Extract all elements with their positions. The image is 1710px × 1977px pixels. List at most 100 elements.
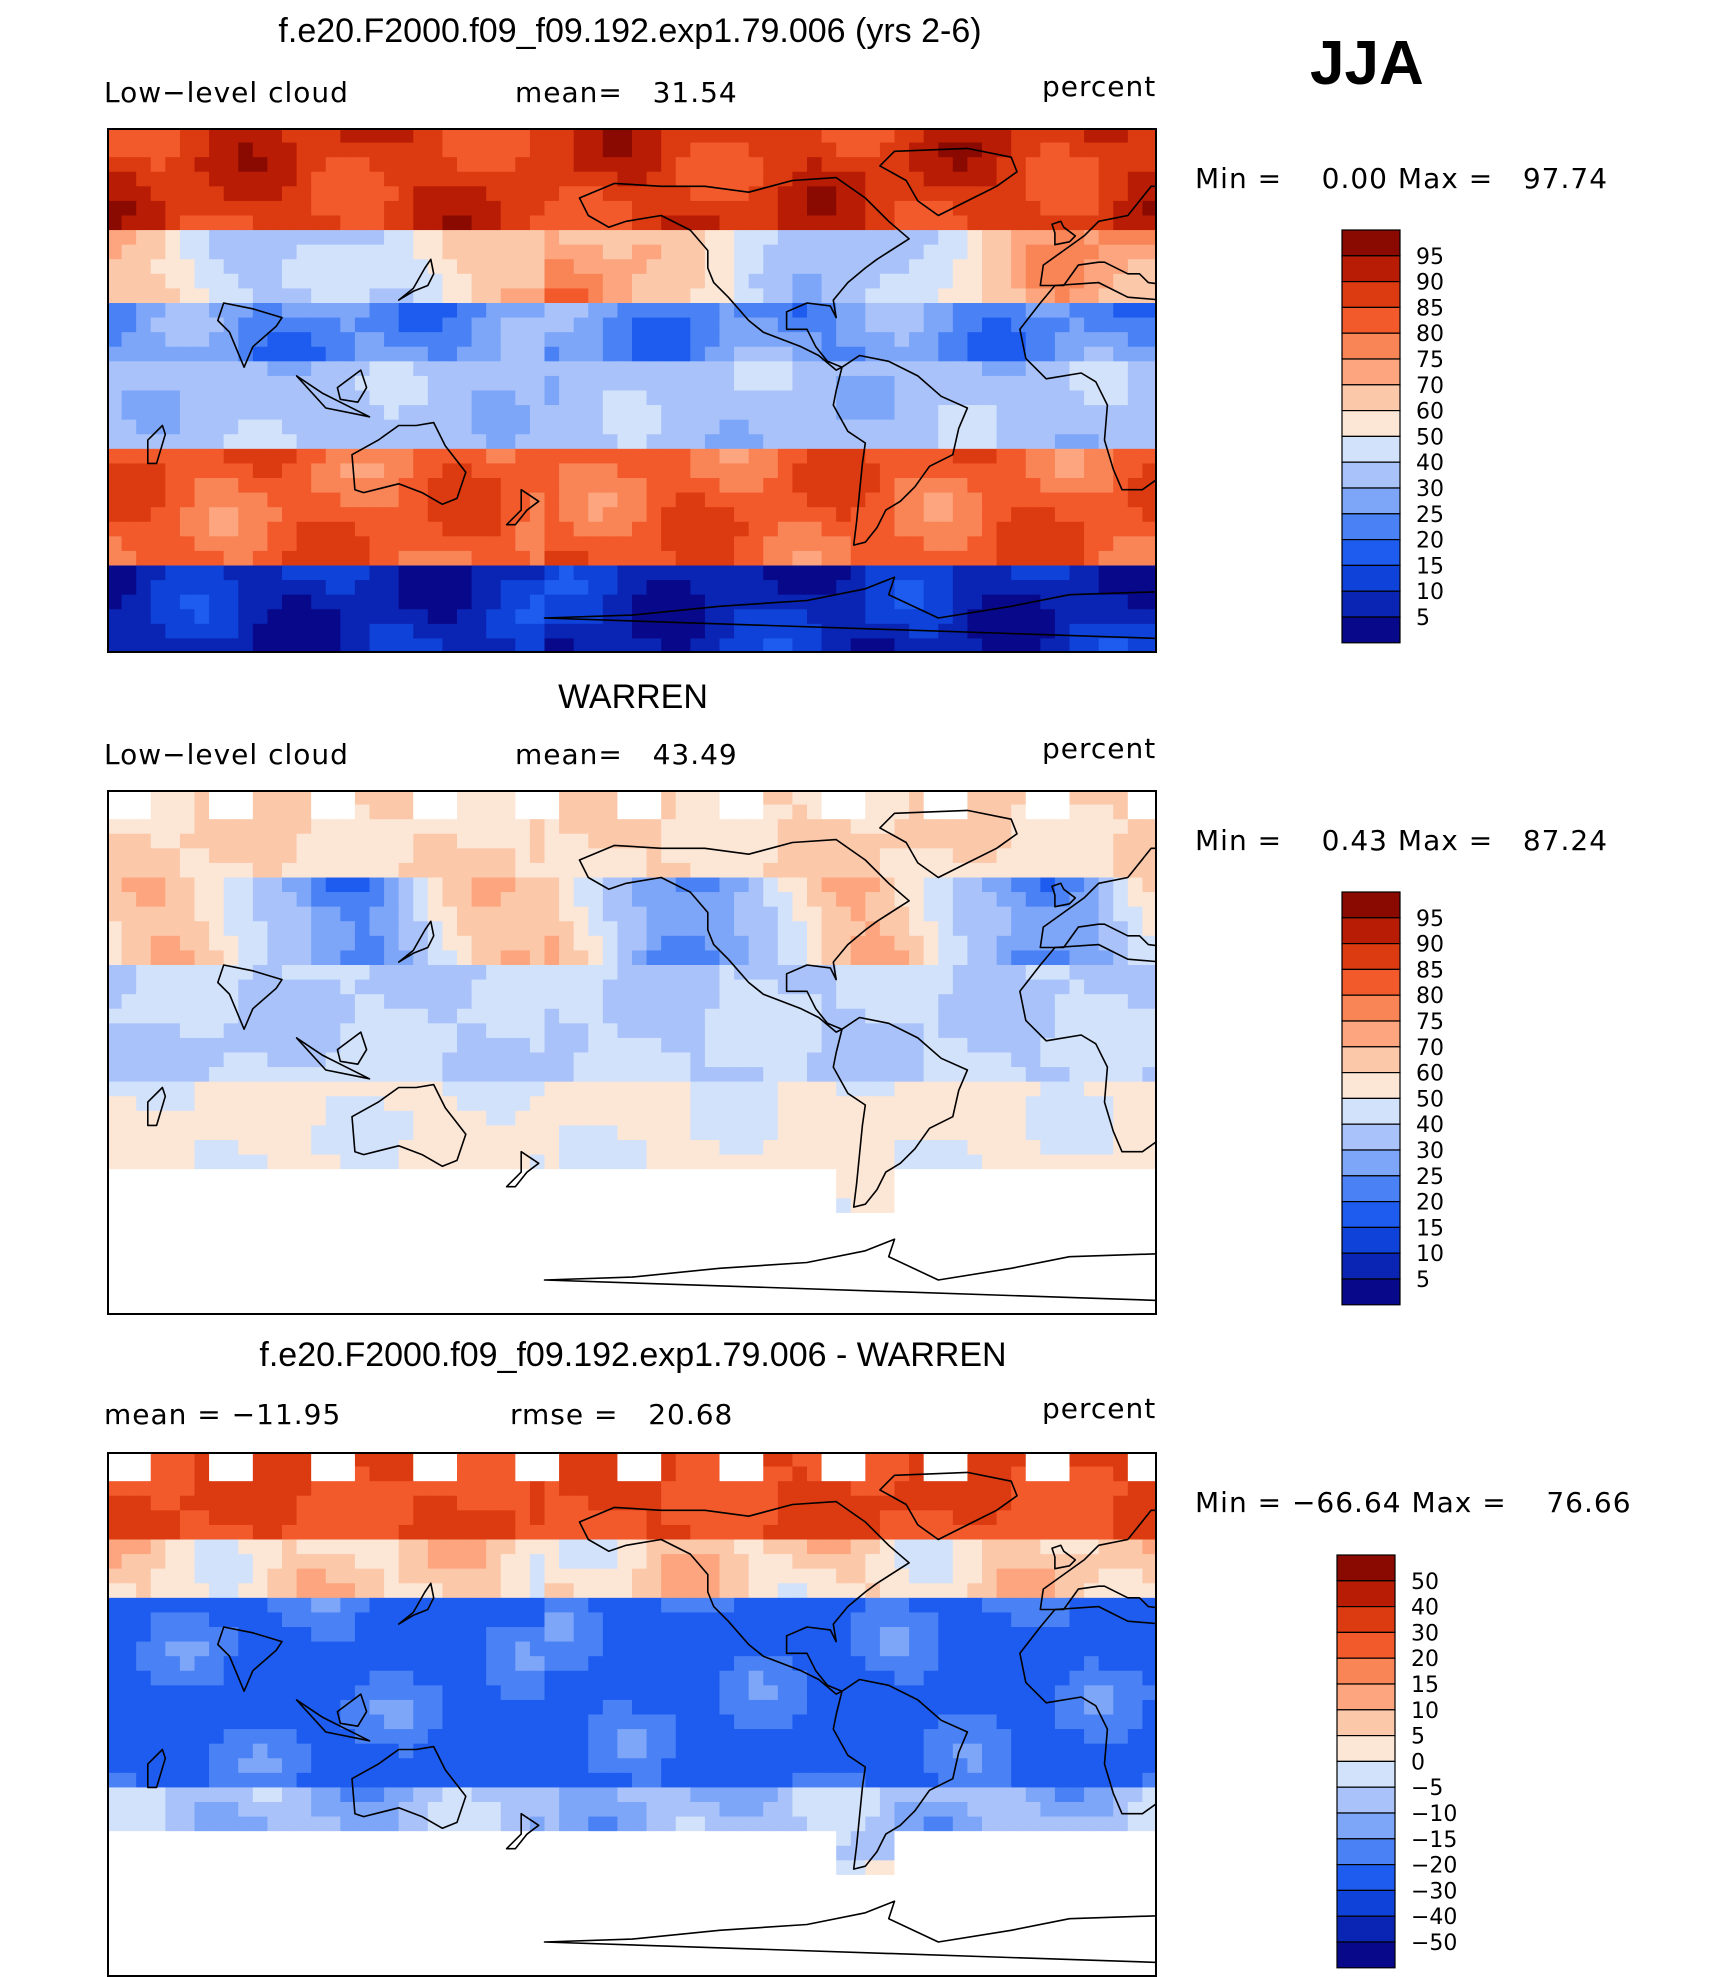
field-cell	[427, 186, 444, 202]
field-cell	[938, 877, 954, 893]
field-cell	[194, 580, 210, 596]
field-cell	[296, 215, 312, 231]
field-cell	[194, 288, 210, 304]
field-cell	[398, 332, 414, 348]
field-cell	[150, 1037, 166, 1054]
field-cell	[719, 346, 735, 362]
field-cell	[865, 230, 881, 246]
field-cell	[471, 244, 487, 260]
field-cell	[588, 804, 604, 820]
field-cell	[354, 950, 371, 966]
field-cell	[821, 819, 837, 835]
field-cell	[865, 1125, 881, 1141]
field-cell	[529, 1023, 546, 1039]
field-cell	[559, 906, 575, 922]
field-cell	[1127, 1023, 1144, 1039]
field-cell	[602, 1212, 619, 1229]
field-cell	[500, 128, 516, 144]
field-cell	[252, 521, 269, 537]
field-cell	[1069, 288, 1085, 304]
field-cell	[909, 1052, 925, 1068]
field-cell	[763, 804, 779, 820]
field-cell	[807, 230, 823, 246]
field-cell	[675, 790, 691, 806]
field-cell	[909, 950, 925, 966]
field-cell	[1054, 1183, 1071, 1199]
field-cell	[617, 935, 633, 952]
field-cell	[209, 1096, 225, 1112]
field-cell	[952, 921, 969, 937]
field-cell	[267, 171, 283, 187]
field-cell	[1142, 463, 1157, 479]
field-cell	[1084, 935, 1100, 952]
field-cell	[588, 507, 604, 523]
field-cell	[340, 862, 356, 879]
field-cell	[923, 521, 939, 537]
field-cell	[296, 935, 312, 952]
field-cell	[252, 361, 269, 377]
field-cell	[879, 833, 896, 849]
field-cell	[136, 434, 152, 450]
field-cell	[136, 1110, 152, 1127]
field-cell	[704, 848, 721, 864]
field-cell	[792, 244, 808, 260]
field-cell	[121, 1110, 137, 1127]
field-cell	[471, 1067, 487, 1083]
field-cell	[529, 332, 546, 348]
field-cell	[1011, 1037, 1027, 1054]
field-cell	[1011, 848, 1027, 864]
field-cell	[150, 405, 166, 421]
field-cell	[675, 142, 691, 158]
field-cell	[836, 979, 852, 995]
field-cell	[661, 804, 677, 820]
field-cell	[369, 346, 385, 362]
field-cell	[894, 1169, 910, 1185]
field-cell	[894, 877, 910, 893]
field-cell	[1040, 346, 1056, 362]
field-cell	[1113, 892, 1129, 908]
field-cell	[267, 580, 283, 596]
field-cell	[223, 1256, 239, 1272]
field-cell	[821, 1023, 837, 1039]
field-cell	[471, 448, 487, 465]
field-cell	[165, 1096, 181, 1112]
field-cell	[165, 877, 181, 893]
field-cell	[282, 375, 298, 392]
field-cell	[529, 580, 546, 596]
field-cell	[836, 478, 852, 494]
field-cell	[238, 361, 254, 377]
field-cell	[909, 128, 925, 144]
field-cell	[209, 1052, 225, 1068]
field-cell	[398, 419, 414, 435]
field-cell	[734, 230, 750, 246]
field-cell	[690, 215, 706, 231]
field-cell	[194, 1227, 210, 1243]
field-cell	[150, 478, 166, 494]
field-cell	[661, 521, 677, 537]
field-cell	[632, 478, 648, 494]
field-cell	[1098, 1154, 1114, 1170]
field-cell	[632, 906, 648, 922]
field-cell	[1098, 833, 1114, 849]
field-cell	[661, 1198, 677, 1214]
field-cell	[194, 230, 210, 246]
field-cell	[150, 1052, 166, 1068]
field-cell	[325, 405, 341, 421]
field-cell	[719, 434, 735, 450]
field-cell	[763, 142, 779, 158]
field-cell	[413, 877, 429, 893]
field-cell	[602, 1052, 619, 1068]
field-cell	[471, 965, 487, 981]
field-cell	[442, 1052, 458, 1068]
field-cell	[529, 790, 546, 806]
field-cell	[398, 303, 414, 319]
field-cell	[442, 128, 458, 144]
field-cell	[354, 536, 371, 552]
field-cell	[1127, 332, 1144, 348]
field-cell	[500, 877, 516, 893]
field-cell	[179, 463, 196, 479]
field-cell	[1142, 1183, 1157, 1199]
field-cell	[267, 638, 283, 653]
field-cell	[690, 346, 706, 362]
field-cell	[617, 994, 633, 1010]
